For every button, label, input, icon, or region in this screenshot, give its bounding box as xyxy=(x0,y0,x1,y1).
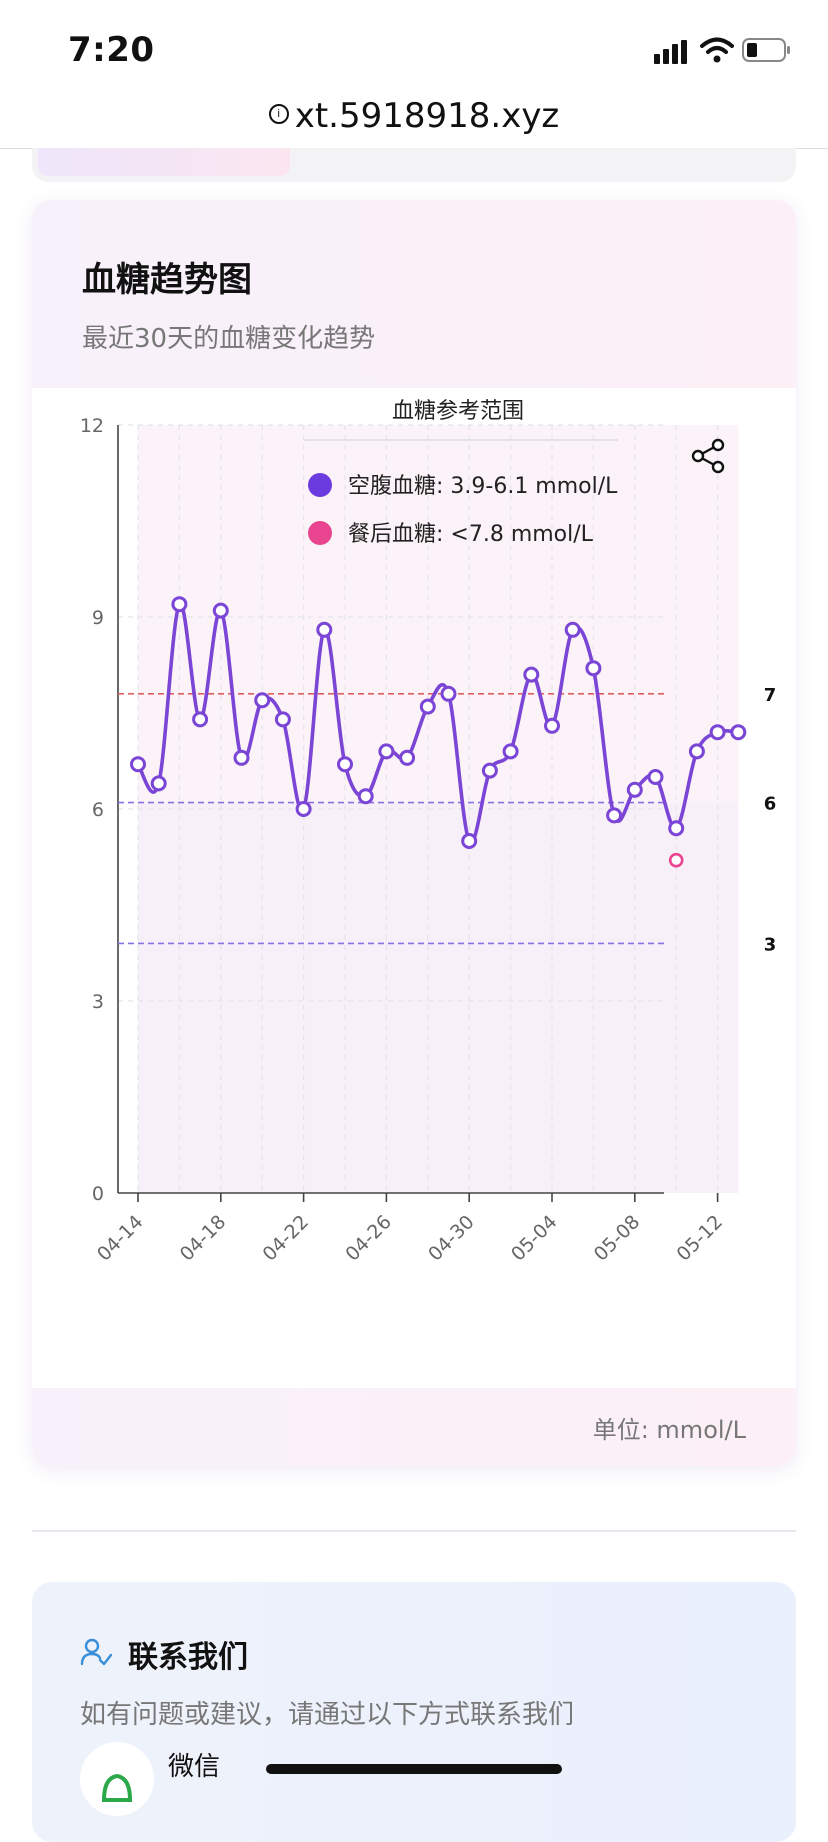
postmeal-data-point xyxy=(668,852,684,868)
y-tick-label: 3 xyxy=(92,991,104,1013)
reference-label: 7 xyxy=(764,685,777,706)
x-tick-label: 04-26 xyxy=(341,1211,396,1266)
data-point xyxy=(171,596,188,613)
data-point xyxy=(564,621,581,638)
contact-section: 联系我们 如有问题或建议，请通过以下方式联系我们 微信 xyxy=(32,1582,796,1842)
data-point xyxy=(461,833,478,849)
x-tick-label: 04-14 xyxy=(93,1211,148,1266)
data-point xyxy=(440,685,457,702)
unit-label: 单位: mmol/L xyxy=(592,1416,746,1444)
bell-icon xyxy=(101,1773,133,1802)
data-point xyxy=(316,621,333,638)
x-tick-label: 04-30 xyxy=(424,1211,479,1266)
trend-card: 血糖趋势图 最近30天的血糖变化趋势 0 3 6 9 12 04-14 04-18 04-22… xyxy=(32,200,796,1466)
data-point xyxy=(523,666,540,683)
card-subtitle: 最近30天的血糖变化趋势 xyxy=(82,324,376,354)
data-point xyxy=(233,749,250,766)
data-point xyxy=(337,756,353,773)
data-point xyxy=(606,807,623,824)
data-point xyxy=(585,660,602,677)
data-point xyxy=(212,602,229,619)
section-divider xyxy=(32,1530,796,1532)
card-title: 血糖趋势图 xyxy=(82,260,252,300)
data-point xyxy=(295,801,312,817)
data-point xyxy=(399,749,416,766)
y-tick-label: 12 xyxy=(80,415,104,437)
contact-subtitle: 如有问题或建议，请通过以下方式联系我们 xyxy=(80,1700,575,1730)
data-point xyxy=(254,692,271,709)
x-tick-label: 05-08 xyxy=(590,1211,645,1266)
legend-title: 血糖参考范围 xyxy=(392,399,524,424)
data-point xyxy=(544,717,560,734)
y-tick-label: 6 xyxy=(92,799,104,821)
data-point xyxy=(668,820,685,837)
reference-label: 3 xyxy=(764,934,777,955)
fasting-range-shade xyxy=(138,802,739,1193)
data-point xyxy=(357,788,374,805)
data-point xyxy=(730,724,747,741)
data-point xyxy=(130,756,146,773)
legend-item-label: 空腹血糖: 3.9-6.1 mmol/L xyxy=(348,474,618,499)
wechat-avatar[interactable] xyxy=(80,1742,154,1816)
data-point xyxy=(192,711,209,728)
tab-trend[interactable] xyxy=(38,148,290,176)
share-icon[interactable] xyxy=(691,438,725,474)
x-tick-label: 05-12 xyxy=(673,1211,728,1266)
home-indicator xyxy=(266,1764,562,1774)
contact-title: 联系我们 xyxy=(128,1640,248,1675)
data-point xyxy=(274,711,291,728)
status-bar: 7:20 xyxy=(0,0,828,96)
site-info-icon[interactable]: i xyxy=(268,103,289,124)
user-check-icon xyxy=(80,1638,112,1666)
data-point xyxy=(709,724,726,741)
view-tab-bar xyxy=(32,148,796,182)
x-tick-label: 04-18 xyxy=(176,1211,231,1266)
y-tick-label: 0 xyxy=(92,1183,104,1205)
data-point xyxy=(647,769,664,785)
data-point xyxy=(378,743,395,760)
battery-icon xyxy=(742,38,790,62)
url-text: xt.5918918.xyz xyxy=(294,96,560,136)
card-footer: 单位: mmol/L xyxy=(32,1388,796,1466)
data-point xyxy=(688,743,705,760)
x-tick-label: 05-04 xyxy=(507,1211,562,1266)
y-tick-label: 9 xyxy=(92,607,104,629)
wifi-icon xyxy=(700,37,734,63)
data-point xyxy=(626,781,643,798)
data-point xyxy=(502,743,519,760)
wechat-label: 微信 xyxy=(168,1752,221,1782)
address-bar[interactable]: i xt.5918918.xyz xyxy=(0,96,828,149)
glucose-line-chart: 0 3 6 9 12 04-14 04-18 04-22 04-26 04-30 05-04 05-0… xyxy=(80,399,777,1266)
data-point xyxy=(481,762,498,779)
reference-label: 6 xyxy=(764,794,777,815)
legend-item-label: 餐后血糖: <7.8 mmol/L xyxy=(348,522,594,547)
legend-marker xyxy=(308,473,332,497)
data-point xyxy=(150,775,167,792)
card-header: 血糖趋势图 最近30天的血糖变化趋势 xyxy=(32,200,796,388)
status-time: 7:20 xyxy=(68,30,155,70)
cellular-signal-icon xyxy=(654,40,687,64)
x-tick-label: 04-22 xyxy=(259,1211,314,1266)
data-point xyxy=(419,698,436,715)
legend-marker xyxy=(308,521,332,545)
